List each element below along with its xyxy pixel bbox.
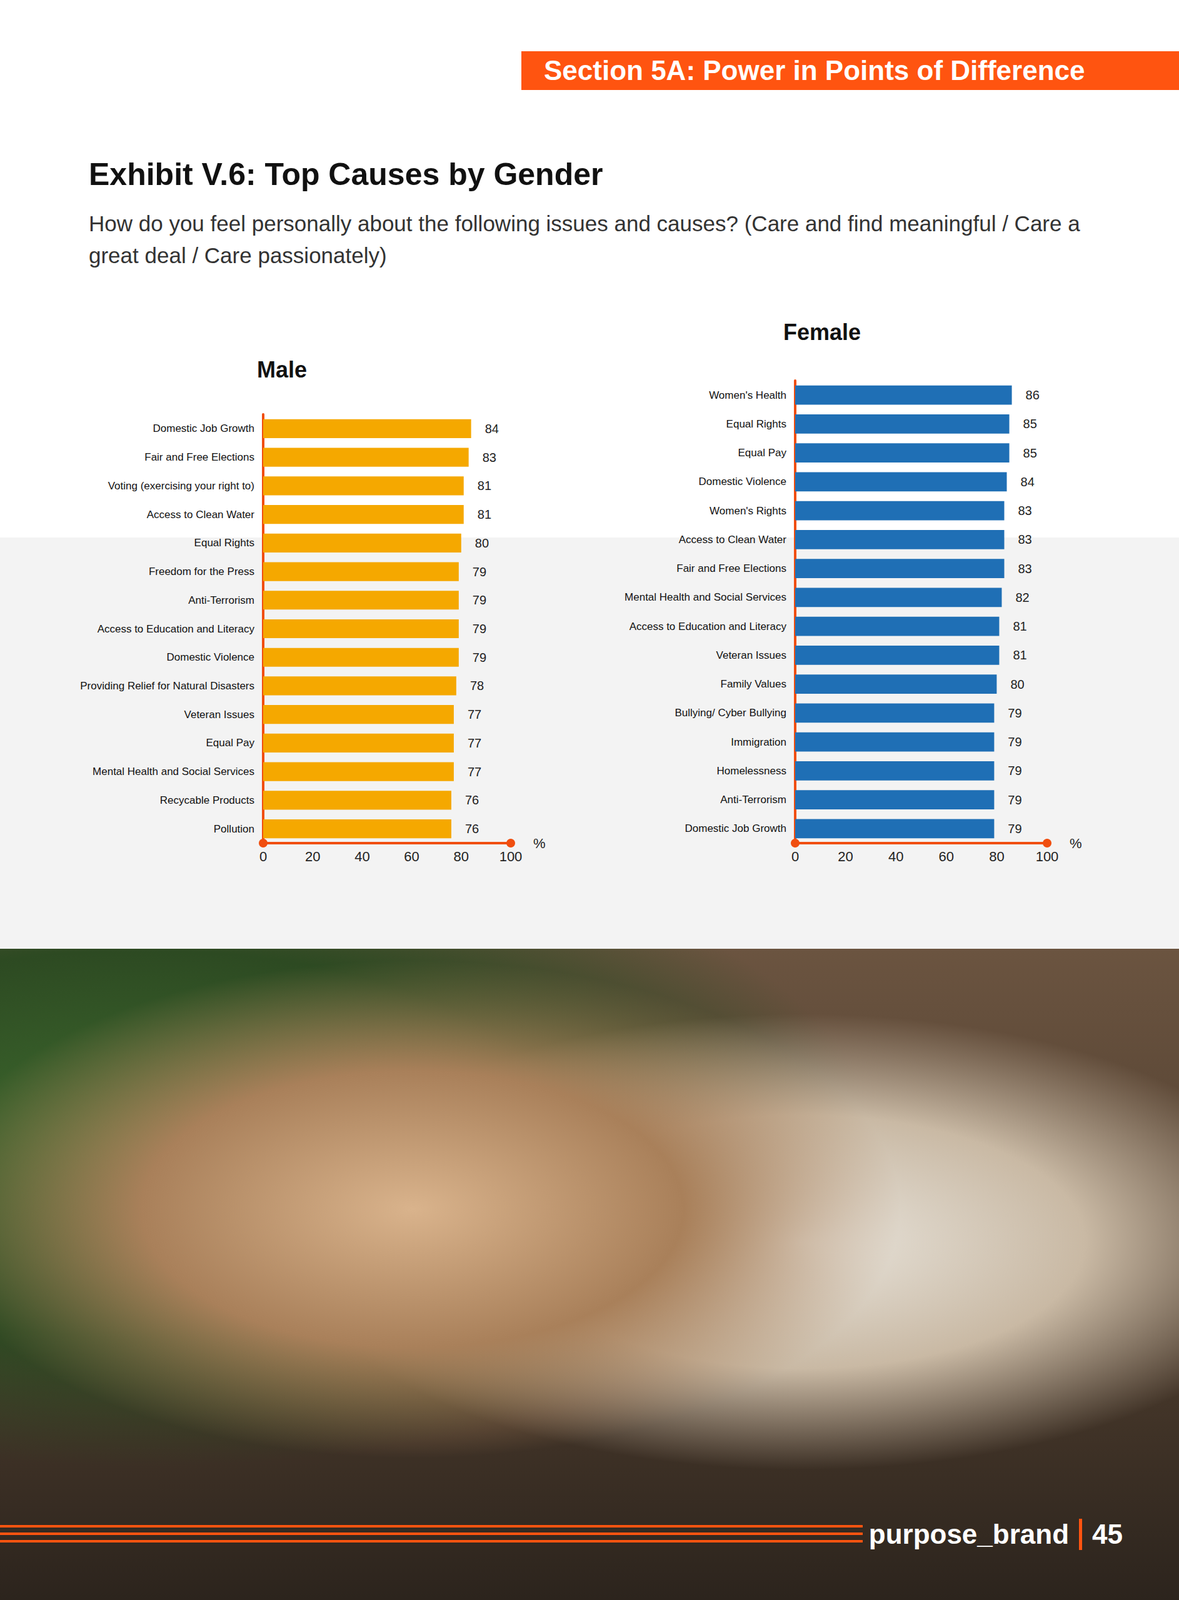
- svg-text:76: 76: [465, 822, 479, 836]
- svg-text:60: 60: [403, 848, 419, 865]
- svg-text:Domestic Job Growth: Domestic Job Growth: [153, 422, 256, 435]
- svg-text:100: 100: [499, 848, 523, 865]
- svg-text:Providing Relief for Natural D: Providing Relief for Natural Disasters: [80, 680, 255, 693]
- svg-text:Women's Rights: Women's Rights: [709, 505, 787, 517]
- svg-text:83: 83: [1017, 532, 1032, 547]
- svg-text:80: 80: [1010, 677, 1024, 692]
- svg-text:Immigration: Immigration: [730, 736, 787, 749]
- svg-text:Male: Male: [256, 356, 307, 383]
- svg-text:76: 76: [465, 793, 479, 808]
- svg-text:82: 82: [1015, 590, 1029, 605]
- svg-text:Anti-Terrorism: Anti-Terrorism: [720, 793, 787, 806]
- svg-text:79: 79: [472, 565, 487, 579]
- svg-text:Equal Rights: Equal Rights: [194, 536, 255, 549]
- svg-text:80: 80: [453, 848, 469, 865]
- svg-text:Fair and Free Elections: Fair and Free Elections: [144, 451, 255, 464]
- svg-text:Freedom for the Press: Freedom for the Press: [148, 565, 255, 578]
- svg-text:81: 81: [1012, 648, 1027, 663]
- svg-text:Voting (exercising your right: Voting (exercising your right to): [108, 480, 255, 492]
- svg-text:Access to Clean Water: Access to Clean Water: [146, 508, 256, 521]
- svg-text:81: 81: [477, 478, 492, 493]
- svg-text:Mental Health and Social Servi: Mental Health and Social Services: [92, 765, 255, 778]
- svg-text:Anti-Terrorism: Anti-Terrorism: [188, 594, 255, 607]
- html-text:45: 45: [1092, 1519, 1123, 1550]
- svg-text:79: 79: [1007, 763, 1022, 778]
- html-text:How do you feel personally abo: How do you feel personally about the fol…: [88, 211, 1081, 268]
- svg-text:0: 0: [791, 848, 799, 865]
- svg-text:79: 79: [1007, 793, 1022, 808]
- svg-text:Domestic Violence: Domestic Violence: [166, 651, 255, 664]
- svg-text:83: 83: [1017, 503, 1032, 518]
- svg-text:86: 86: [1025, 388, 1040, 402]
- svg-text:Female: Female: [783, 319, 861, 346]
- svg-text:79: 79: [472, 593, 487, 608]
- svg-text:Family Values: Family Values: [720, 678, 788, 691]
- html-text:Exhibit V.6: Top Causes by Gen: Exhibit V.6: Top Causes by Gender: [88, 156, 603, 192]
- svg-text:100: 100: [1035, 848, 1059, 865]
- html-text:purpose_brand: purpose_brand: [868, 1519, 1069, 1550]
- svg-text:Fair and Free Elections: Fair and Free Elections: [676, 562, 787, 575]
- svg-text:40: 40: [888, 848, 904, 865]
- svg-text:77: 77: [467, 765, 482, 779]
- svg-text:Recycable Products: Recycable Products: [160, 794, 255, 807]
- svg-text:Equal Pay: Equal Pay: [738, 446, 788, 459]
- svg-text:Domestic Violence: Domestic Violence: [698, 475, 787, 488]
- svg-text:Domestic Job Growth: Domestic Job Growth: [685, 822, 788, 835]
- svg-text:Bullying/ Cyber Bullying: Bullying/ Cyber Bullying: [674, 707, 787, 719]
- svg-text:%: %: [533, 835, 546, 852]
- svg-text:%: %: [1069, 835, 1083, 852]
- svg-text:Pollution: Pollution: [213, 823, 255, 836]
- svg-text:80: 80: [475, 536, 489, 551]
- html-text:Section 5A: Power in Points of: Section 5A: Power in Points of Differenc…: [543, 55, 1085, 86]
- svg-text:79: 79: [1007, 822, 1022, 836]
- svg-text:84: 84: [1020, 475, 1035, 489]
- svg-text:Homelessness: Homelessness: [717, 765, 788, 778]
- svg-text:81: 81: [477, 507, 492, 522]
- svg-text:20: 20: [837, 848, 853, 865]
- svg-text:60: 60: [938, 848, 954, 865]
- svg-text:83: 83: [1017, 561, 1032, 576]
- svg-text:Access to Education and Litera: Access to Education and Literacy: [97, 623, 256, 636]
- svg-text:Mental Health and Social Servi: Mental Health and Social Services: [624, 591, 787, 604]
- svg-text:Veteran Issues: Veteran Issues: [716, 649, 787, 662]
- svg-text:20: 20: [305, 848, 321, 865]
- svg-text:78: 78: [470, 678, 484, 693]
- svg-text:Equal Rights: Equal Rights: [726, 418, 787, 431]
- svg-text:Access to Education and Litera: Access to Education and Literacy: [629, 620, 788, 633]
- svg-text:84: 84: [485, 421, 499, 436]
- svg-text:77: 77: [467, 707, 482, 722]
- svg-text:Veteran Issues: Veteran Issues: [184, 708, 255, 721]
- svg-text:85: 85: [1023, 416, 1038, 431]
- svg-text:0: 0: [259, 848, 267, 865]
- svg-text:Women's Health: Women's Health: [708, 389, 787, 402]
- svg-text:40: 40: [354, 848, 370, 865]
- svg-text:85: 85: [1023, 446, 1038, 461]
- svg-text:79: 79: [1007, 735, 1022, 749]
- svg-text:79: 79: [472, 622, 487, 636]
- svg-text:Access to Clean Water: Access to Clean Water: [678, 533, 788, 546]
- svg-text:Equal Pay: Equal Pay: [206, 737, 256, 749]
- svg-text:79: 79: [472, 650, 487, 665]
- svg-text:81: 81: [1012, 619, 1027, 634]
- svg-text:83: 83: [482, 450, 497, 465]
- svg-text:80: 80: [988, 848, 1004, 865]
- svg-text:77: 77: [467, 736, 482, 751]
- svg-text:79: 79: [1007, 706, 1022, 721]
